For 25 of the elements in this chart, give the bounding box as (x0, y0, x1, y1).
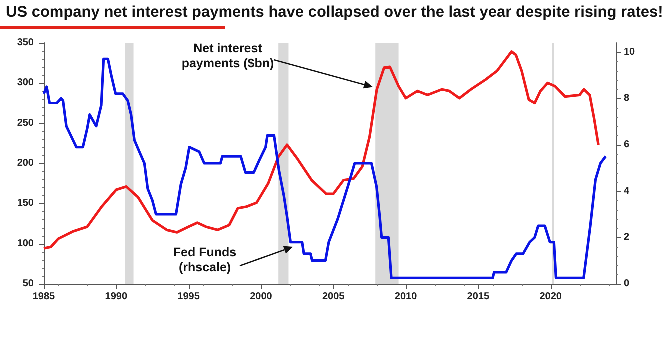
y-tick-label: 300 (17, 78, 34, 89)
y-tick-label: 250 (17, 118, 34, 129)
line-series (42, 58, 608, 280)
chart-title: US company net interest payments have collapsed over the last year despite rising rates! (6, 4, 662, 22)
x-tick-label: 1985 (32, 292, 56, 302)
y2-tick-label: 10 (624, 46, 636, 58)
annotation: Net interest payments ($bn) (182, 42, 274, 70)
x-tick-label: 2015 (467, 292, 490, 302)
y2-tick-label: 6 (624, 139, 630, 150)
y2-tick-label: 4 (624, 186, 630, 197)
y-tick-label: 100 (17, 238, 34, 250)
x-tick-label: 1995 (178, 292, 200, 302)
y-tick-label: 200 (17, 158, 34, 169)
y2-tick-label: 2 (624, 232, 630, 244)
y-tick-label: 150 (17, 198, 34, 210)
y2-tick-label: 0 (624, 278, 630, 290)
x-tick-label: 2000 (250, 292, 273, 302)
annotation: Fed Funds (rhscale) (173, 246, 237, 274)
y2-tick-label: 8 (624, 93, 630, 104)
y-tick-label: 50 (22, 278, 34, 290)
x-tick-label: 2020 (540, 292, 562, 302)
x-tick-label: 2010 (394, 292, 418, 302)
x-tick-label: 2005 (322, 292, 346, 302)
y-tick-label: 350 (17, 38, 34, 48)
x-tick-label: 1990 (105, 292, 128, 302)
